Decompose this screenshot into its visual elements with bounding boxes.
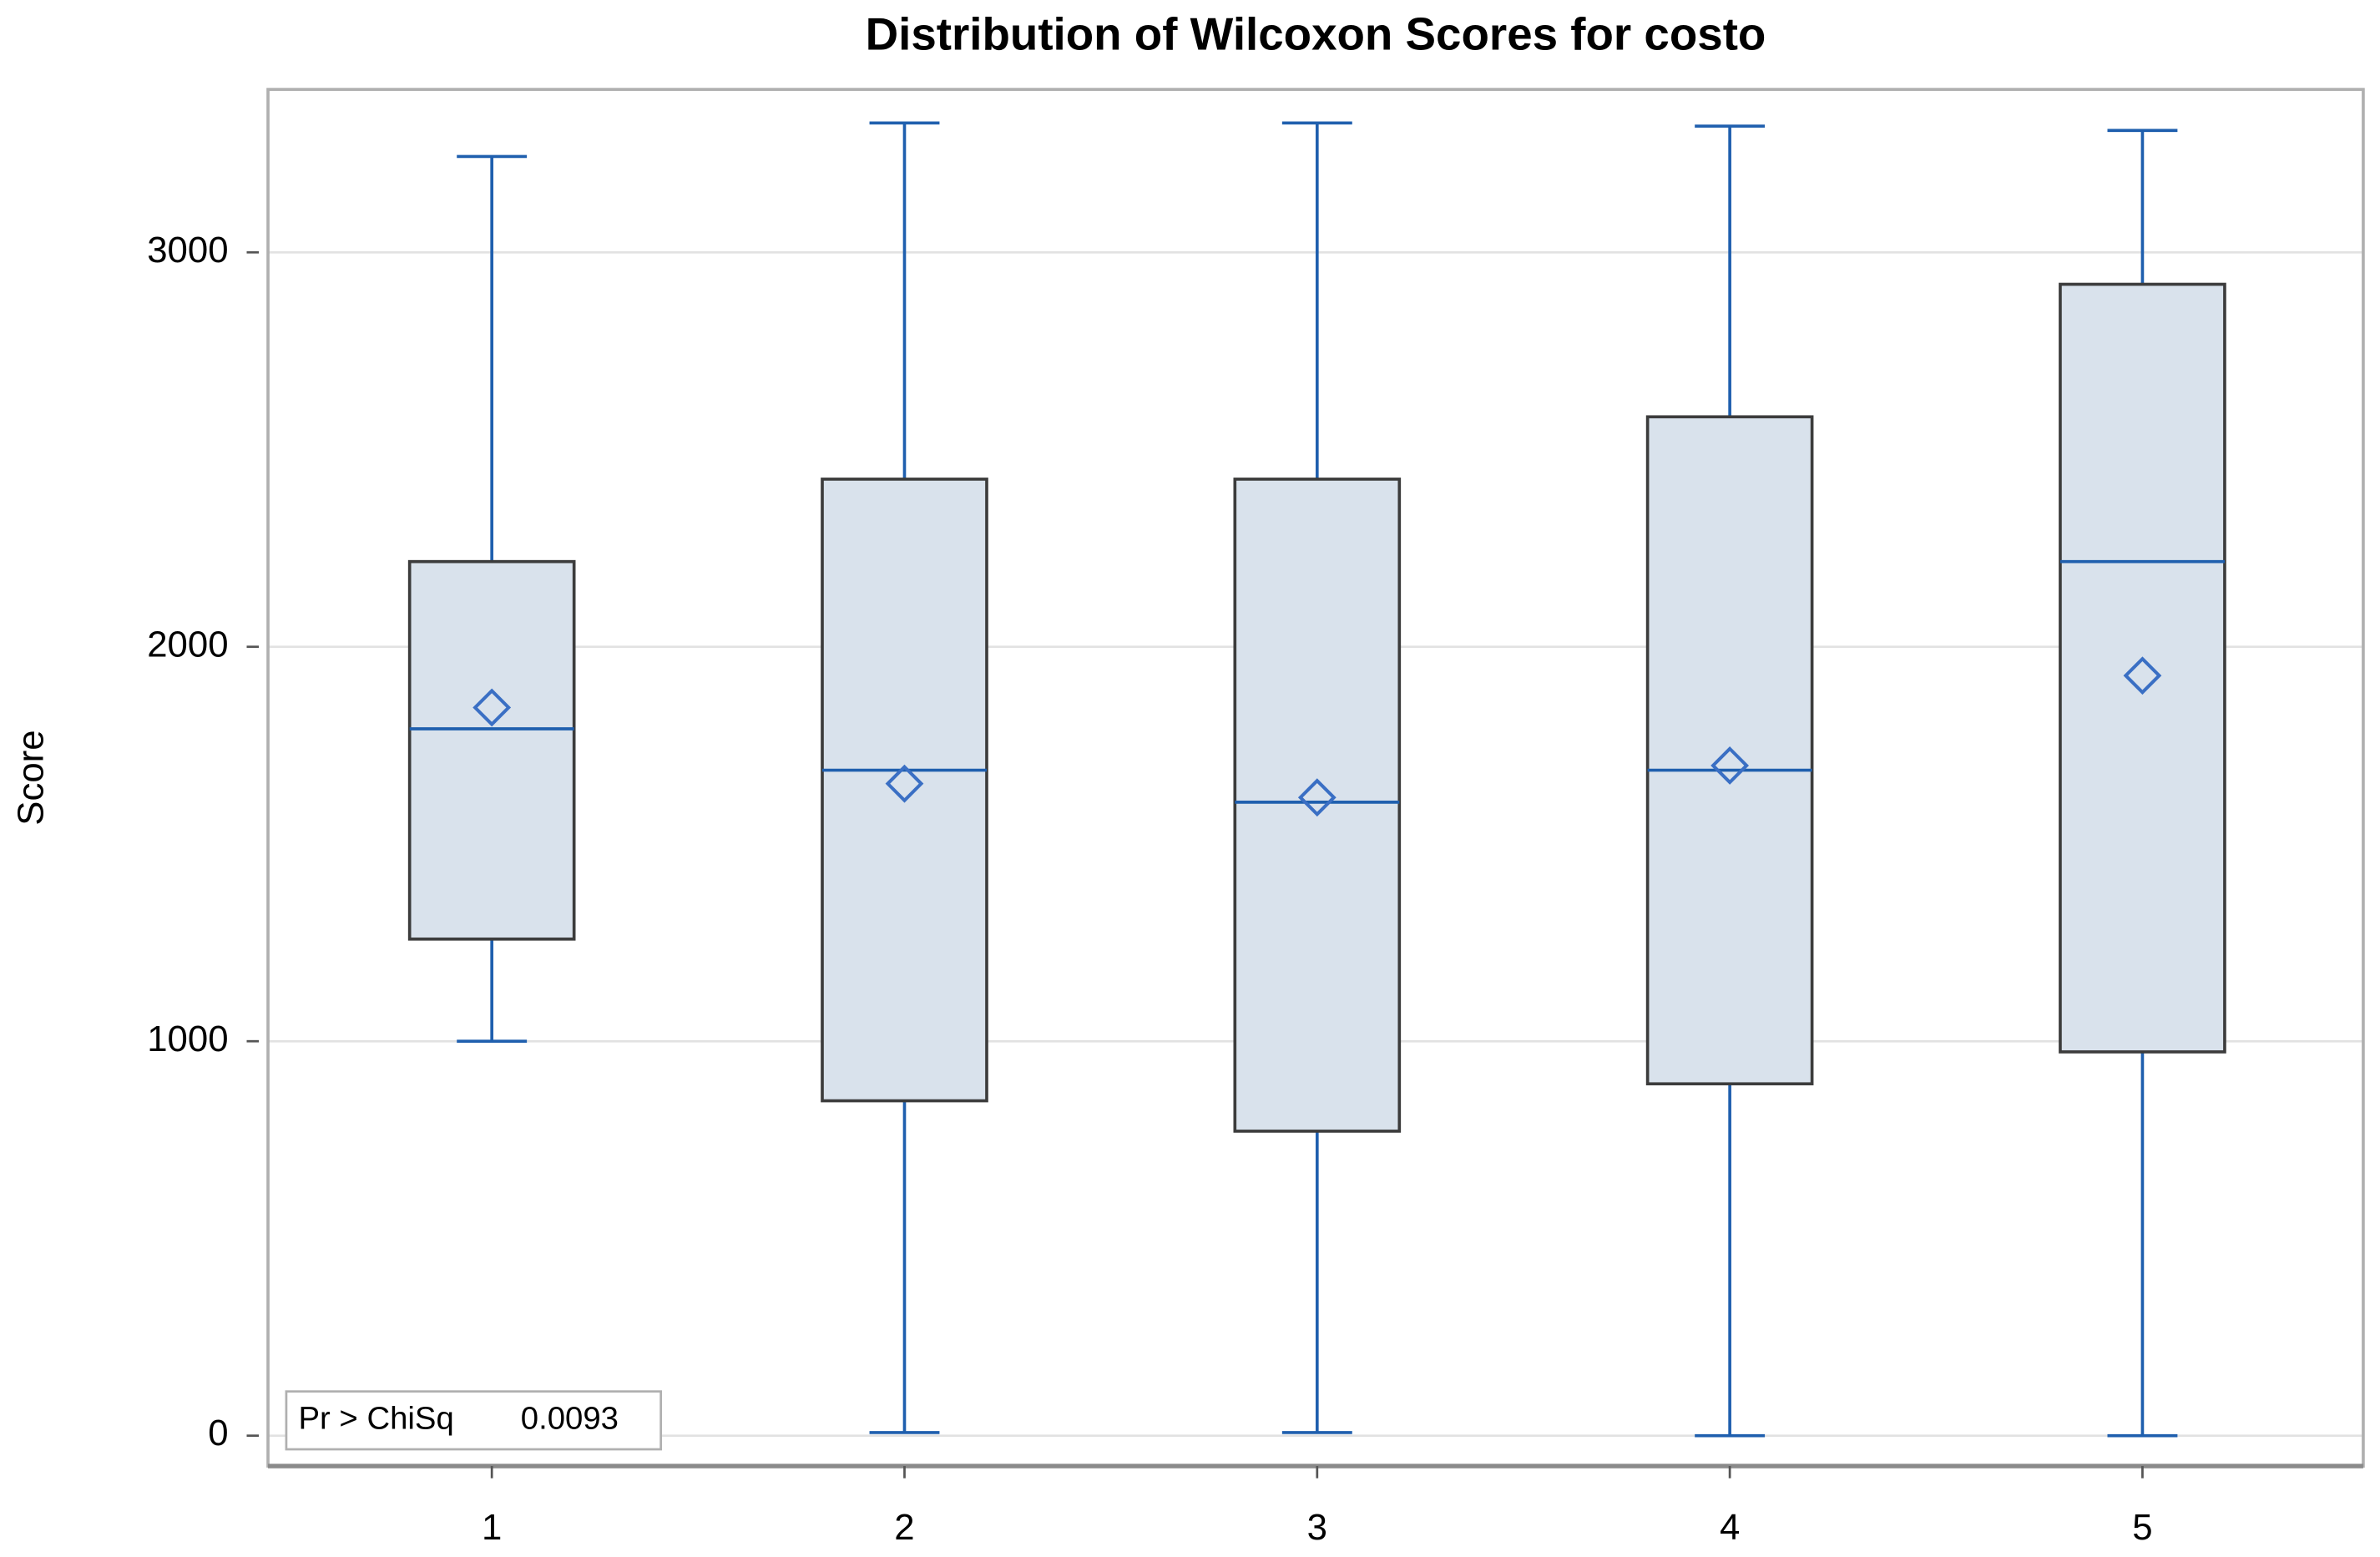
box bbox=[407, 559, 576, 941]
y-tick-label: 1000 bbox=[147, 1019, 228, 1059]
box bbox=[2059, 282, 2226, 1054]
x-tick-label: 5 bbox=[2132, 1507, 2152, 1548]
x-tick-label: 2 bbox=[894, 1507, 914, 1548]
x-tick-label: 4 bbox=[1720, 1507, 1740, 1548]
y-tick-label: 3000 bbox=[147, 230, 228, 270]
x-tick-label: 1 bbox=[482, 1507, 502, 1548]
inset-label: Pr > ChiSq bbox=[299, 1400, 454, 1436]
y-axis-label: Score bbox=[11, 730, 52, 825]
mean-marker bbox=[885, 764, 924, 803]
inset-value: 0.0093 bbox=[521, 1400, 619, 1436]
mean-marker bbox=[2123, 656, 2162, 695]
mean-marker bbox=[472, 688, 512, 727]
mean-marker bbox=[1710, 746, 1750, 785]
mean-marker bbox=[1297, 778, 1337, 817]
inset-box bbox=[285, 1390, 663, 1451]
x-tick-label: 3 bbox=[1307, 1507, 1327, 1548]
y-tick-label: 0 bbox=[208, 1413, 228, 1453]
y-tick-label: 2000 bbox=[147, 624, 228, 665]
chart-title: Distribution of Wilcoxon Scores for cost… bbox=[866, 8, 1766, 60]
box bbox=[1233, 478, 1402, 1133]
box bbox=[821, 478, 988, 1103]
